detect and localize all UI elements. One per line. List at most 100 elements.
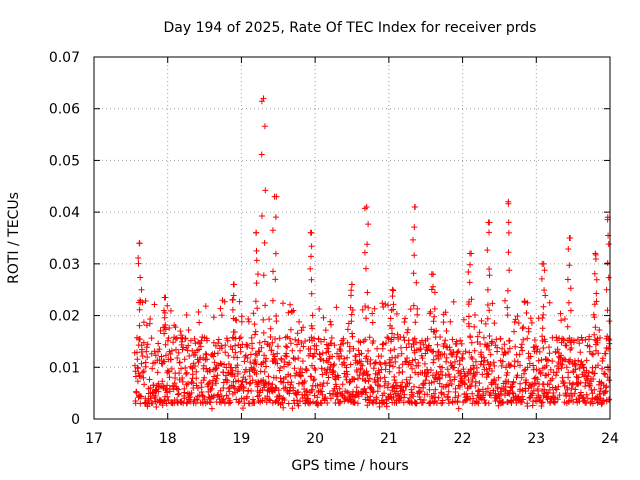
data-point: [146, 376, 153, 383]
data-point: [281, 359, 288, 365]
data-point: [577, 349, 584, 356]
data-point: [215, 340, 222, 347]
data-point: [537, 370, 544, 377]
data-point: [484, 286, 491, 293]
data-point: [441, 351, 448, 357]
data-point: [184, 399, 191, 406]
data-point: [231, 281, 238, 288]
data-point: [605, 274, 612, 281]
data-point: [520, 324, 527, 331]
data-point: [324, 345, 331, 352]
data-point: [414, 311, 421, 318]
data-point: [347, 304, 354, 311]
data-point: [430, 390, 437, 397]
data-point: [310, 353, 317, 360]
data-point: [465, 313, 472, 320]
data-point: [163, 400, 170, 407]
data-point: [553, 369, 560, 376]
data-point: [413, 339, 420, 346]
data-point: [590, 376, 597, 382]
data-point: [193, 375, 200, 382]
data-point: [443, 358, 450, 365]
data-point: [156, 357, 163, 363]
data-point: [461, 381, 468, 388]
data-point: [319, 383, 326, 390]
data-point: [327, 318, 334, 325]
data-point: [565, 374, 572, 381]
data-point: [454, 398, 461, 405]
data-point: [303, 367, 310, 374]
data-point: [470, 362, 477, 369]
data-point: [539, 325, 546, 332]
data-point: [589, 350, 595, 357]
data-point: [597, 334, 603, 341]
data-point: [266, 396, 273, 403]
data-point: [206, 379, 213, 386]
data-point: [192, 352, 199, 359]
data-point: [578, 334, 585, 341]
data-point: [448, 381, 455, 387]
data-point: [259, 397, 266, 404]
data-point: [269, 227, 276, 234]
data-point: [540, 303, 547, 310]
data-point: [162, 294, 169, 301]
data-point: [289, 309, 295, 315]
data-point: [363, 204, 370, 210]
data-point: [238, 318, 245, 325]
data-point: [196, 319, 203, 326]
data-point: [494, 348, 501, 355]
data-point: [318, 365, 325, 372]
data-point: [252, 331, 258, 338]
data-point: [429, 395, 436, 402]
data-point: [564, 276, 571, 283]
data-point: [164, 367, 171, 374]
data-point: [376, 383, 383, 390]
data-point: [281, 397, 288, 403]
data-point: [452, 389, 459, 395]
data-point: [592, 324, 599, 331]
data-point: [355, 375, 361, 382]
data-point: [515, 320, 522, 326]
data-point: [599, 365, 605, 372]
data-point: [167, 351, 174, 357]
data-point: [431, 305, 438, 312]
data-point: [355, 393, 362, 400]
data-point: [503, 364, 509, 371]
data-point: [221, 298, 228, 305]
data-point: [172, 324, 179, 331]
data-point: [311, 350, 318, 357]
data-point: [549, 358, 556, 365]
data-point: [436, 375, 443, 382]
data-point: [140, 368, 147, 375]
x-tick-label: 24: [601, 431, 619, 447]
data-point: [534, 386, 541, 392]
data-point: [207, 387, 214, 393]
data-point: [165, 335, 172, 342]
data-point: [558, 317, 565, 324]
data-point: [540, 311, 547, 318]
data-point: [231, 329, 238, 335]
data-point: [539, 399, 546, 406]
data-point: [468, 296, 475, 303]
data-point: [164, 382, 171, 389]
data-point: [196, 346, 202, 353]
data-point: [272, 250, 279, 257]
data-point: [274, 350, 281, 357]
data-point: [465, 269, 472, 275]
data-point: [412, 319, 419, 326]
data-point: [277, 365, 284, 371]
data-point: [347, 361, 354, 368]
data-point: [419, 355, 426, 362]
data-point: [421, 397, 428, 403]
data-point: [430, 356, 437, 363]
data-point: [437, 368, 444, 375]
data-point: [485, 219, 492, 226]
data-point: [539, 315, 546, 321]
data-point: [363, 368, 370, 375]
data-point: [295, 402, 302, 409]
data-point: [163, 352, 169, 359]
data-point: [484, 385, 491, 392]
data-point: [255, 271, 261, 278]
data-point: [215, 336, 222, 343]
data-point: [499, 345, 506, 352]
